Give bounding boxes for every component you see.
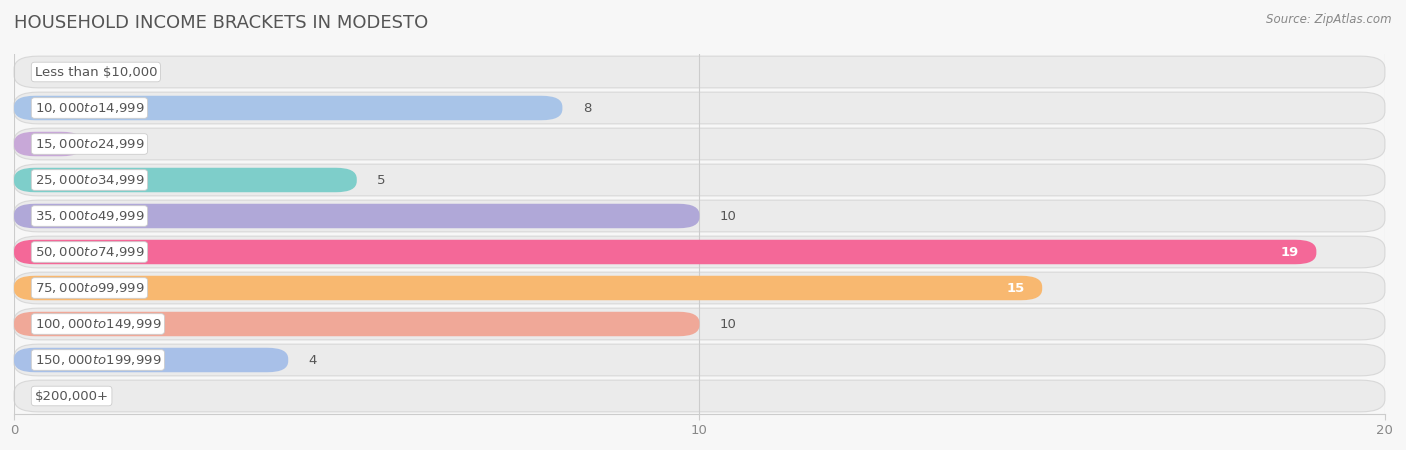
FancyBboxPatch shape [14,272,1385,304]
FancyBboxPatch shape [14,276,1042,300]
Text: 0: 0 [35,66,44,78]
Text: 10: 10 [720,210,737,222]
Text: 10: 10 [720,318,737,330]
Text: Less than $10,000: Less than $10,000 [35,66,157,78]
FancyBboxPatch shape [14,128,1385,160]
Text: Source: ZipAtlas.com: Source: ZipAtlas.com [1267,14,1392,27]
FancyBboxPatch shape [14,168,357,192]
Text: 0: 0 [35,390,44,402]
Text: 1: 1 [103,138,111,150]
Text: 5: 5 [377,174,385,186]
Text: $150,000 to $199,999: $150,000 to $199,999 [35,353,162,367]
FancyBboxPatch shape [14,380,1385,412]
FancyBboxPatch shape [14,204,700,228]
FancyBboxPatch shape [14,240,1316,264]
FancyBboxPatch shape [14,344,1385,376]
Text: $25,000 to $34,999: $25,000 to $34,999 [35,173,145,187]
FancyBboxPatch shape [14,96,562,120]
FancyBboxPatch shape [14,92,1385,124]
Text: 8: 8 [583,102,592,114]
FancyBboxPatch shape [14,308,1385,340]
Text: $10,000 to $14,999: $10,000 to $14,999 [35,101,145,115]
FancyBboxPatch shape [14,312,700,336]
Text: 19: 19 [1281,246,1299,258]
FancyBboxPatch shape [14,164,1385,196]
FancyBboxPatch shape [14,132,83,156]
Text: HOUSEHOLD INCOME BRACKETS IN MODESTO: HOUSEHOLD INCOME BRACKETS IN MODESTO [14,14,429,32]
FancyBboxPatch shape [14,348,288,372]
Text: $35,000 to $49,999: $35,000 to $49,999 [35,209,145,223]
FancyBboxPatch shape [14,56,1385,88]
Text: 4: 4 [309,354,318,366]
Text: $200,000+: $200,000+ [35,390,108,402]
Text: $50,000 to $74,999: $50,000 to $74,999 [35,245,145,259]
Text: $100,000 to $149,999: $100,000 to $149,999 [35,317,162,331]
Text: 15: 15 [1007,282,1025,294]
FancyBboxPatch shape [14,200,1385,232]
Text: $75,000 to $99,999: $75,000 to $99,999 [35,281,145,295]
Text: $15,000 to $24,999: $15,000 to $24,999 [35,137,145,151]
FancyBboxPatch shape [14,236,1385,268]
